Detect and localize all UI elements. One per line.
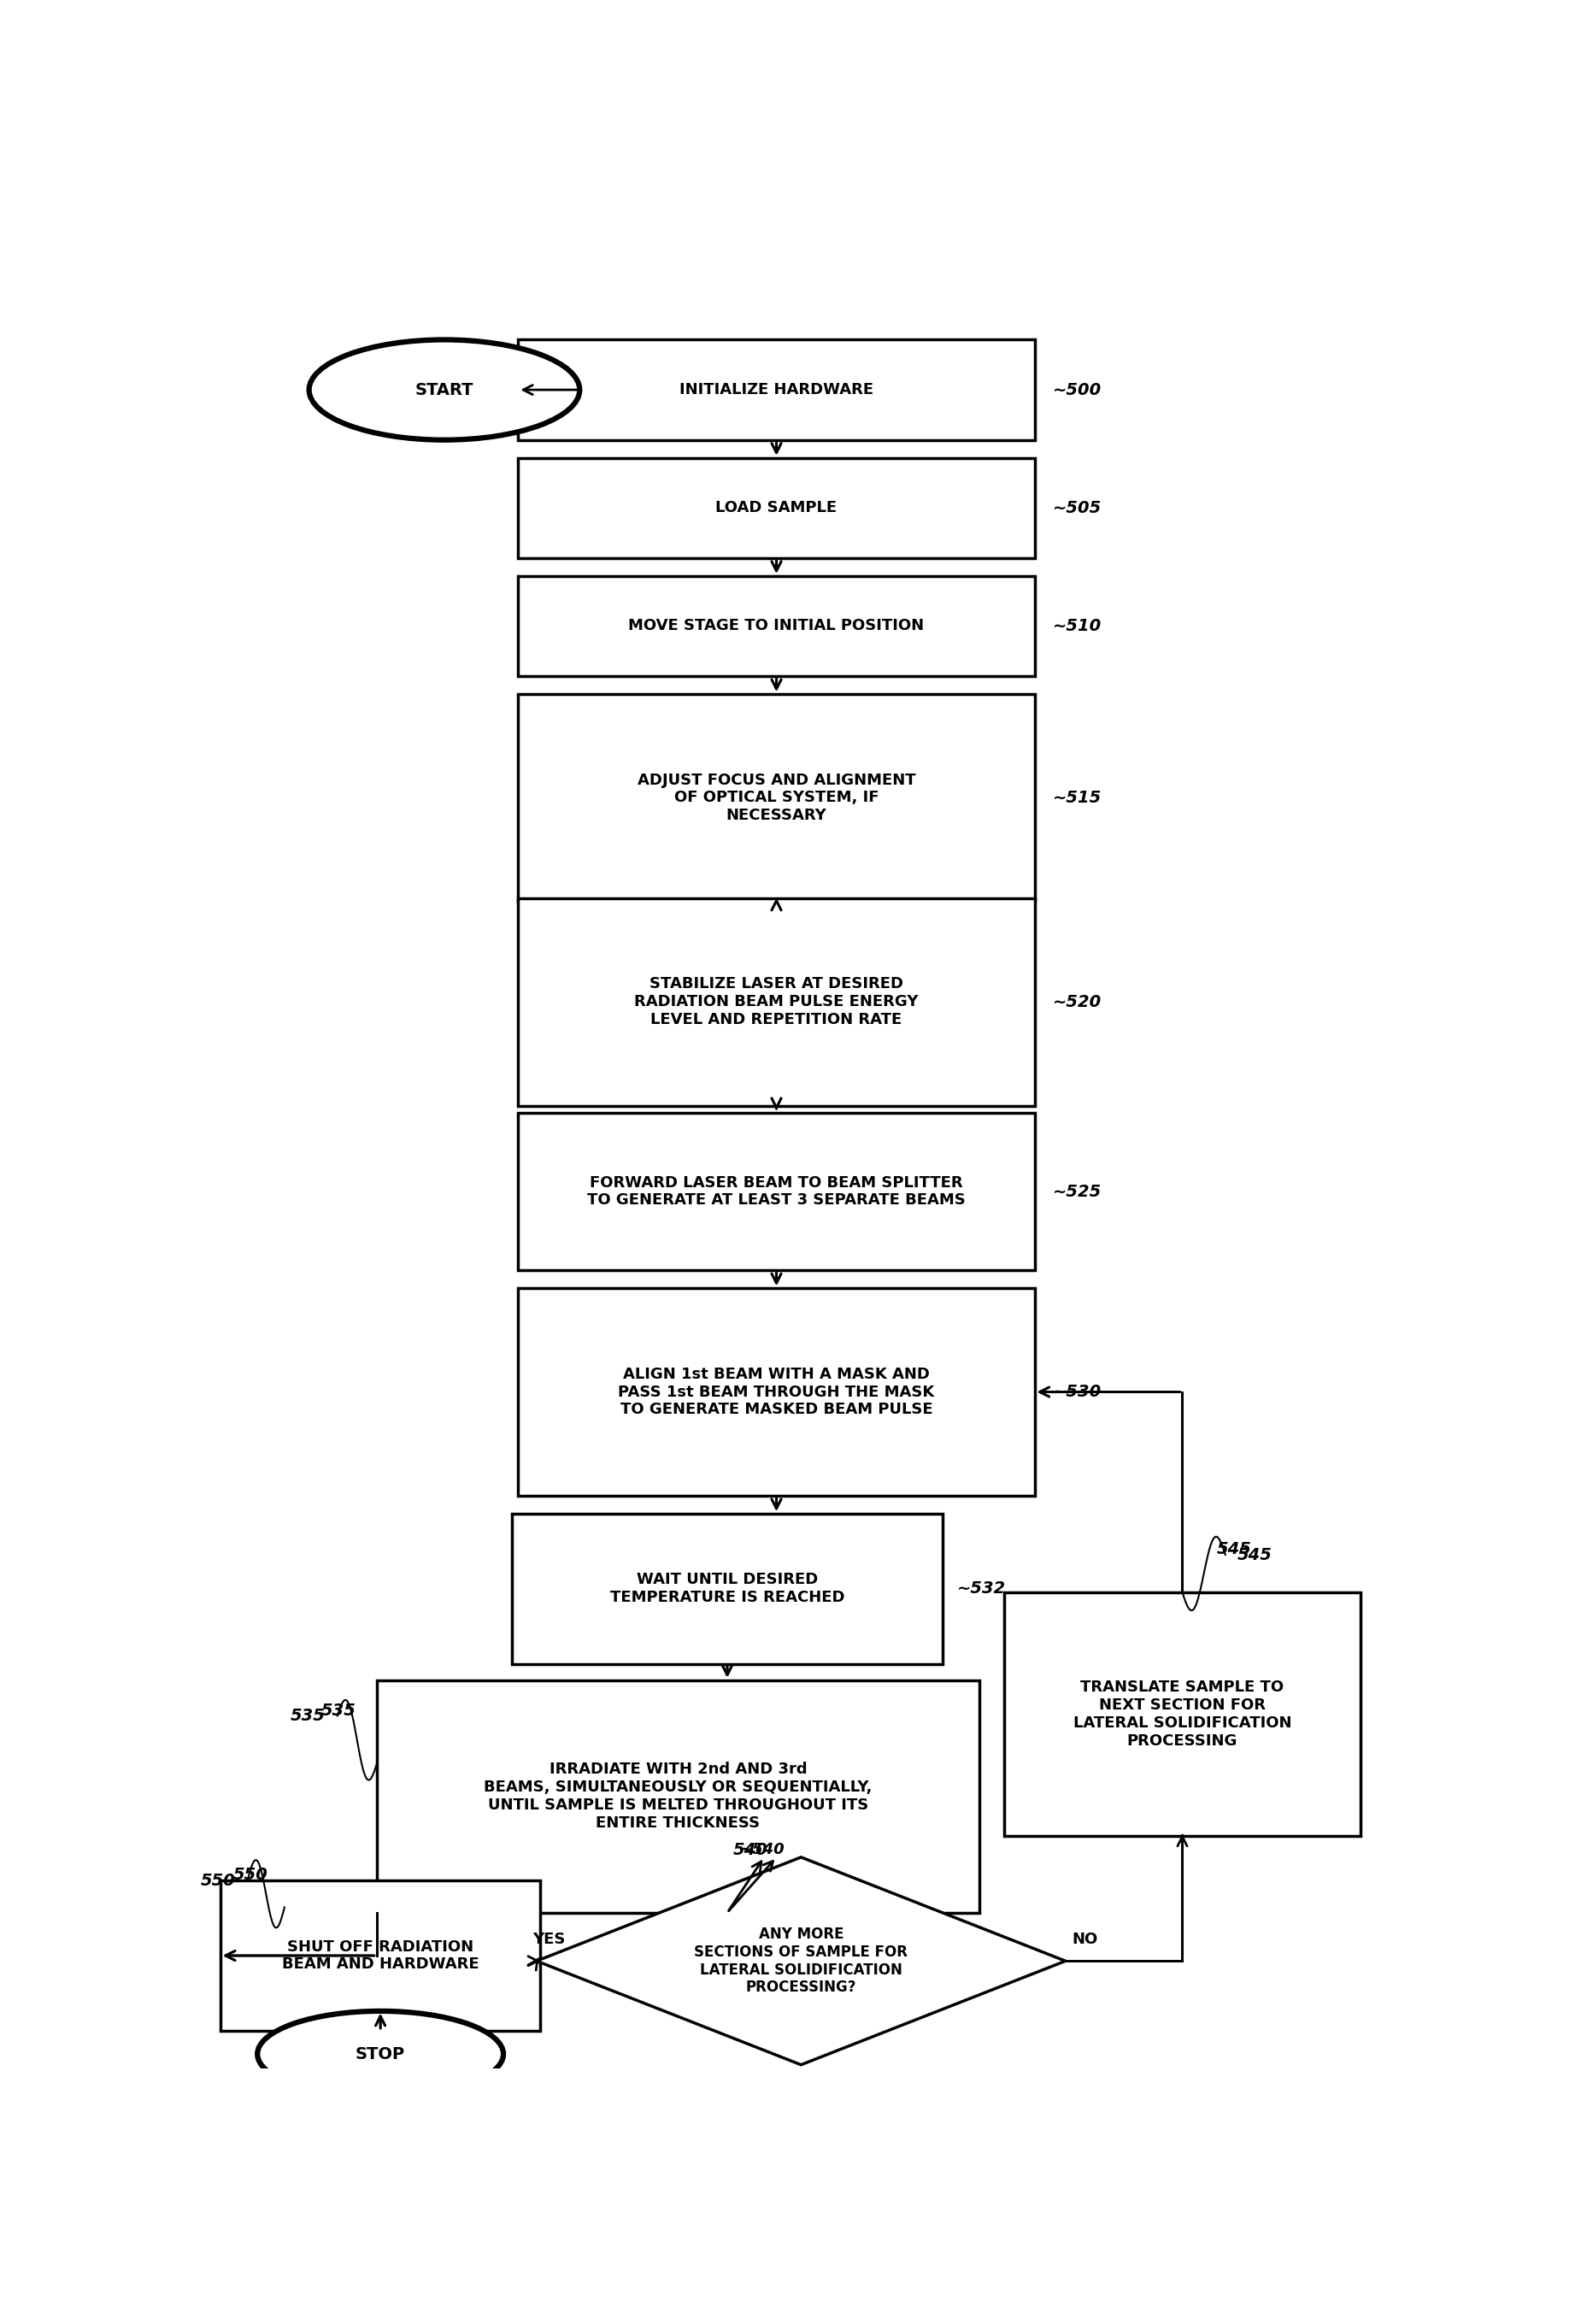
Text: 545: 545 <box>1238 1548 1273 1564</box>
Text: ∼500: ∼500 <box>1054 381 1101 397</box>
Text: LOAD SAMPLE: LOAD SAMPLE <box>716 500 838 516</box>
Bar <box>376 1680 979 1913</box>
Bar <box>517 1287 1035 1497</box>
Bar <box>517 458 1035 558</box>
Text: ∼520: ∼520 <box>1054 995 1101 1011</box>
Bar <box>517 897 1035 1106</box>
Text: 540: 540 <box>733 1843 768 1859</box>
Text: TRANSLATE SAMPLE TO
NEXT SECTION FOR
LATERAL SOLIDIFICATION
PROCESSING: TRANSLATE SAMPLE TO NEXT SECTION FOR LAT… <box>1073 1680 1292 1748</box>
Text: ALIGN 1st BEAM WITH A MASK AND
PASS 1st BEAM THROUGH THE MASK
TO GENERATE MASKED: ALIGN 1st BEAM WITH A MASK AND PASS 1st … <box>619 1367 935 1418</box>
Bar <box>1005 1592 1360 1836</box>
Bar <box>517 1113 1035 1271</box>
Bar <box>517 339 1035 439</box>
Ellipse shape <box>309 339 579 439</box>
Text: 550: 550 <box>200 1873 235 1889</box>
Text: ANY MORE
SECTIONS OF SAMPLE FOR
LATERAL SOLIDIFICATION
PROCESSING?: ANY MORE SECTIONS OF SAMPLE FOR LATERAL … <box>694 1927 908 1996</box>
Text: MOVE STAGE TO INITIAL POSITION: MOVE STAGE TO INITIAL POSITION <box>628 618 924 634</box>
Text: START: START <box>416 381 473 397</box>
Text: NO: NO <box>1071 1931 1098 1948</box>
Text: FORWARD LASER BEAM TO BEAM SPLITTER
TO GENERATE AT LEAST 3 SEPARATE BEAMS: FORWARD LASER BEAM TO BEAM SPLITTER TO G… <box>587 1176 965 1208</box>
Text: 535: 535 <box>290 1708 325 1724</box>
Text: ∼530: ∼530 <box>1054 1383 1101 1399</box>
Text: INITIALIZE HARDWARE: INITIALIZE HARDWARE <box>679 381 873 397</box>
Text: WAIT UNTIL DESIRED
TEMPERATURE IS REACHED: WAIT UNTIL DESIRED TEMPERATURE IS REACHE… <box>609 1573 844 1606</box>
Text: STOP: STOP <box>355 2045 405 2061</box>
Text: ∼540: ∼540 <box>740 1843 784 1857</box>
Ellipse shape <box>257 2010 503 2096</box>
Text: STABILIZE LASER AT DESIRED
RADIATION BEAM PULSE ENERGY
LEVEL AND REPETITION RATE: STABILIZE LASER AT DESIRED RADIATION BEA… <box>635 976 919 1027</box>
Text: IRRADIATE WITH 2nd AND 3rd
BEAMS, SIMULTANEOUSLY OR SEQUENTIALLY,
UNTIL SAMPLE I: IRRADIATE WITH 2nd AND 3rd BEAMS, SIMULT… <box>484 1762 873 1831</box>
Text: YES: YES <box>533 1931 565 1948</box>
Text: 535: 535 <box>321 1703 357 1717</box>
Polygon shape <box>536 1857 1065 2064</box>
Text: ∼525: ∼525 <box>1054 1183 1101 1199</box>
Text: ADJUST FOCUS AND ALIGNMENT
OF OPTICAL SYSTEM, IF
NECESSARY: ADJUST FOCUS AND ALIGNMENT OF OPTICAL SY… <box>638 772 916 823</box>
Bar <box>517 695 1035 902</box>
Text: 545: 545 <box>1217 1541 1252 1557</box>
Text: SHUT OFF RADIATION
BEAM AND HARDWARE: SHUT OFF RADIATION BEAM AND HARDWARE <box>282 1938 479 1973</box>
Text: ∼532: ∼532 <box>957 1580 1006 1597</box>
Text: ∼510: ∼510 <box>1054 618 1101 634</box>
Bar <box>517 576 1035 676</box>
Text: ∼505: ∼505 <box>1054 500 1101 516</box>
Bar <box>221 1880 540 2031</box>
Text: 550: 550 <box>233 1866 268 1882</box>
Bar <box>513 1513 943 1664</box>
Text: ∼515: ∼515 <box>1054 790 1101 806</box>
